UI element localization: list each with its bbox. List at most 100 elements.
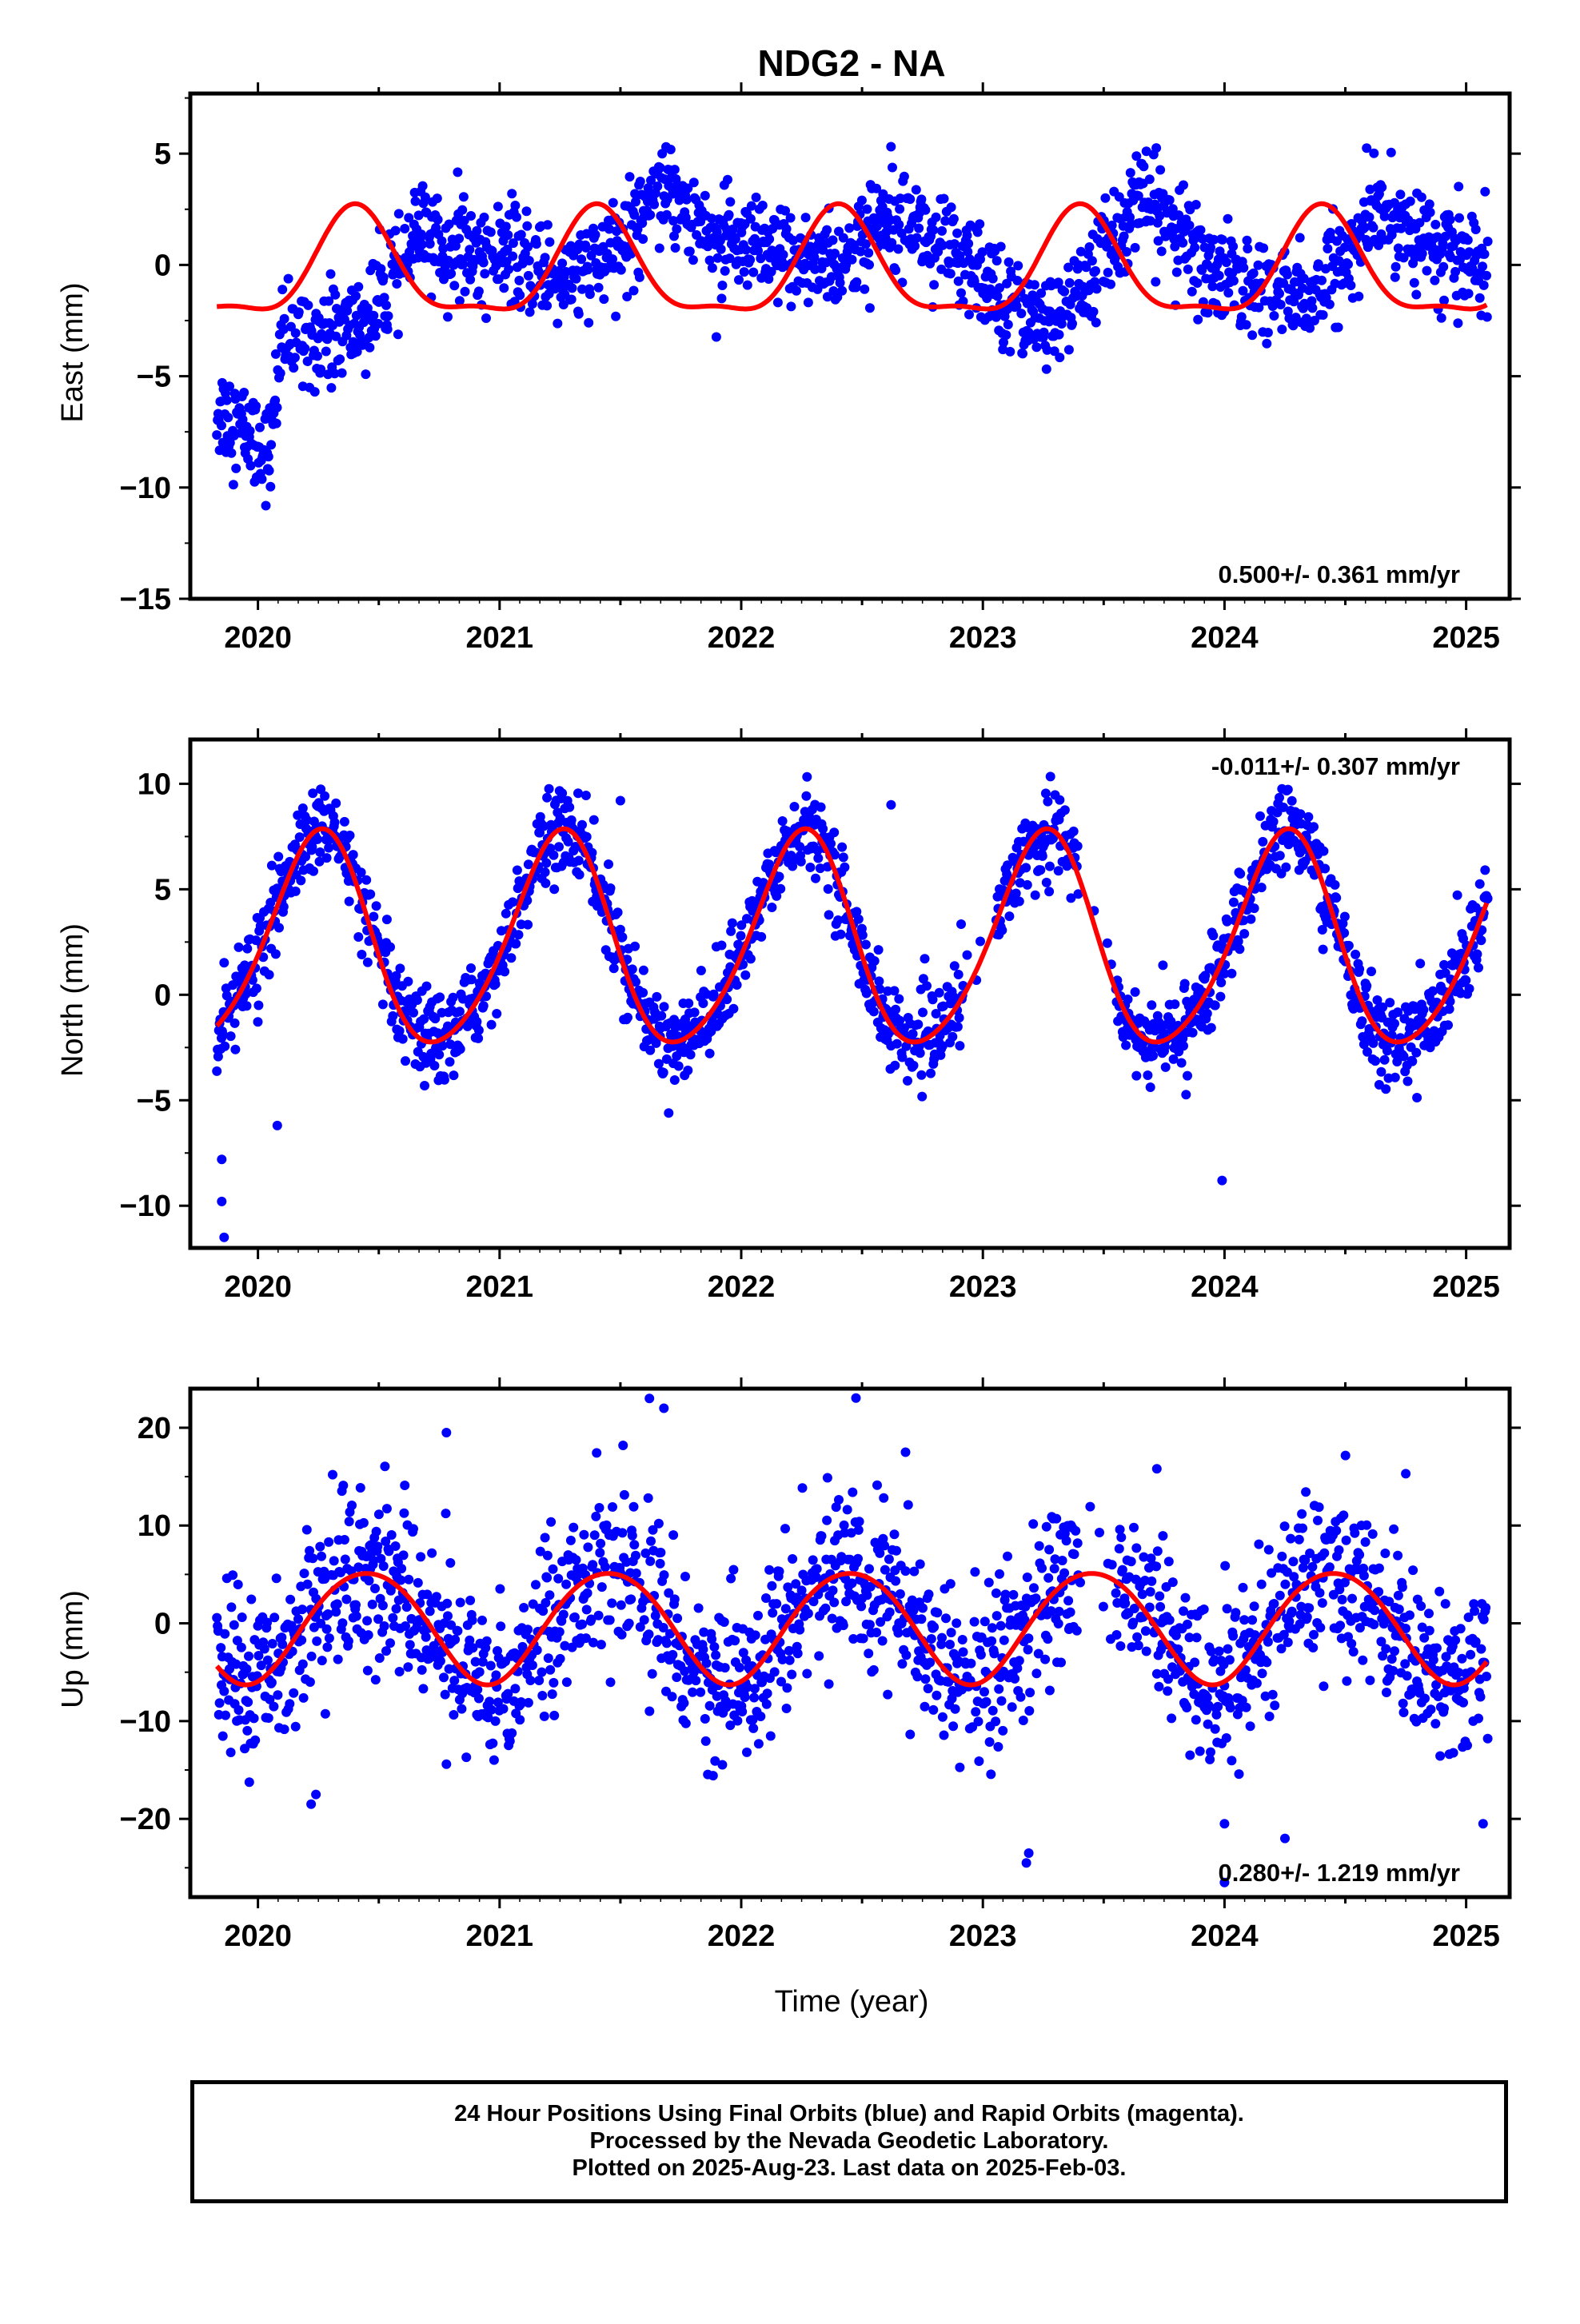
data-point <box>356 1483 365 1493</box>
data-point <box>479 258 489 268</box>
data-point <box>1055 353 1064 362</box>
data-point <box>617 1528 627 1537</box>
data-point <box>491 979 501 989</box>
data-point <box>682 195 692 205</box>
data-point <box>631 1551 640 1561</box>
data-point <box>924 1589 934 1599</box>
data-point <box>1215 271 1224 281</box>
data-point <box>220 1042 229 1051</box>
data-point <box>801 213 811 222</box>
data-point <box>1044 887 1054 896</box>
data-point <box>860 285 869 294</box>
data-point <box>368 1600 377 1609</box>
data-point <box>474 1694 484 1704</box>
data-point <box>1141 1626 1151 1636</box>
data-point <box>1346 281 1355 290</box>
data-point <box>1283 1637 1293 1647</box>
data-point <box>1369 149 1379 158</box>
data-point <box>361 875 371 885</box>
data-point <box>1480 865 1490 875</box>
data-point <box>507 1728 517 1738</box>
data-point <box>1390 1018 1399 1028</box>
data-point <box>636 177 645 186</box>
data-point <box>1043 797 1052 807</box>
data-point <box>510 201 520 210</box>
data-point <box>705 1049 715 1058</box>
data-point <box>963 951 972 960</box>
data-point <box>864 1648 873 1658</box>
x-tick-label: 2024 <box>1191 621 1259 655</box>
data-point <box>686 1050 696 1059</box>
data-point <box>1319 310 1328 320</box>
data-point <box>716 245 726 254</box>
data-point <box>461 287 470 297</box>
data-point <box>514 930 524 939</box>
data-point <box>421 1632 431 1642</box>
data-point <box>1046 771 1055 781</box>
data-point <box>1377 182 1386 192</box>
data-point <box>538 1606 548 1616</box>
data-point <box>1243 244 1252 253</box>
data-point <box>525 1676 535 1685</box>
data-point <box>826 839 836 848</box>
data-point <box>1315 1623 1325 1632</box>
data-point <box>726 927 736 936</box>
data-point <box>309 867 318 876</box>
data-point <box>557 258 567 268</box>
data-point <box>745 255 755 265</box>
data-point <box>534 1676 544 1685</box>
data-point <box>1151 143 1161 153</box>
data-point <box>1055 330 1064 340</box>
data-point <box>456 1598 465 1608</box>
y-axis-label: North (mm) <box>56 923 90 1077</box>
data-point <box>1215 1647 1224 1656</box>
data-point <box>1211 1724 1220 1734</box>
data-point <box>340 817 349 827</box>
data-point <box>321 1709 330 1719</box>
data-point <box>541 253 550 262</box>
data-point <box>542 793 552 803</box>
data-point <box>501 221 511 231</box>
data-point <box>1179 1041 1188 1050</box>
data-point <box>420 1081 429 1090</box>
data-point <box>291 1722 301 1732</box>
data-point <box>280 1724 289 1734</box>
data-point <box>418 181 428 191</box>
data-point <box>787 1670 796 1680</box>
data-point <box>855 1517 864 1526</box>
data-point <box>624 1619 634 1628</box>
data-point <box>785 1656 795 1665</box>
data-point <box>986 1769 995 1779</box>
data-point <box>440 1075 449 1085</box>
data-point <box>1095 1528 1104 1537</box>
data-point <box>1158 960 1167 970</box>
data-point <box>853 1554 863 1564</box>
data-point <box>912 185 921 194</box>
data-point <box>1323 244 1332 253</box>
data-point <box>584 318 593 328</box>
data-point <box>668 1530 678 1540</box>
data-point <box>1071 1526 1080 1536</box>
data-point <box>500 967 509 976</box>
y-tick-label: 0 <box>154 249 171 282</box>
data-point <box>638 234 648 244</box>
data-point <box>1298 1524 1307 1533</box>
data-point <box>656 1559 665 1569</box>
data-point <box>391 1541 401 1551</box>
data-point <box>553 319 562 329</box>
data-point <box>556 1654 565 1664</box>
data-point <box>1281 863 1291 872</box>
data-point <box>317 1552 326 1561</box>
data-point <box>1003 320 1013 329</box>
data-point <box>1115 1641 1125 1651</box>
data-point <box>1471 225 1481 234</box>
data-point <box>1111 1589 1121 1598</box>
data-point <box>1297 1509 1307 1519</box>
data-point <box>625 172 635 181</box>
data-point <box>369 311 378 321</box>
data-point <box>896 1589 905 1599</box>
data-point <box>310 387 320 397</box>
data-point <box>1170 999 1179 1009</box>
data-point <box>947 202 956 212</box>
